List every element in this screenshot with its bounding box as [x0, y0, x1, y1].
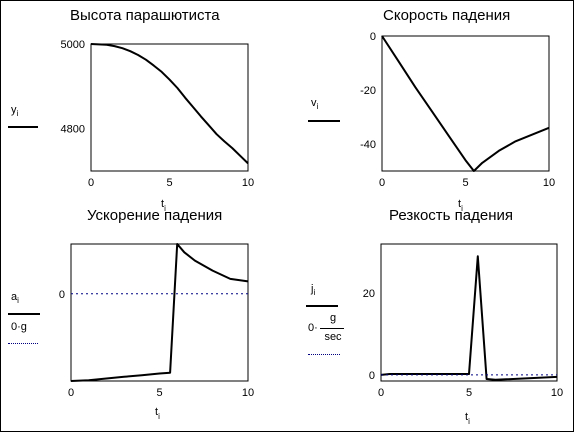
legend-line-zero-g: [8, 343, 38, 344]
plot-area-1: [381, 35, 550, 172]
chart-title-acceleration: Ускорение падения: [87, 207, 223, 224]
legend-frac-den: sec: [324, 331, 342, 343]
x-tick-label-1-2: 10: [543, 177, 555, 189]
y-tick-label-1-1: -20: [360, 85, 376, 97]
x-tick-label-0-2: 10: [242, 177, 254, 189]
legend-line-zero-g-sec: [308, 354, 340, 355]
series-line-2-0: [70, 243, 249, 382]
legend-label-v: vi: [311, 97, 319, 112]
legend-line-a: [8, 313, 40, 315]
chart-title-velocity: Скорость падения: [383, 7, 511, 24]
legend-label-zero-g-sec: 0·: [308, 322, 318, 334]
x-tick-label-1-1: 5: [462, 177, 468, 189]
legend-frac-num: g: [329, 312, 337, 324]
x-tick-label-3-0: 0: [378, 387, 384, 399]
plot-area-3: [380, 243, 558, 382]
y-tick-label-2-0: 0: [59, 289, 65, 301]
legend-label-zero-g: 0·g: [11, 321, 27, 333]
chart-title-height: Высота парашютиста: [70, 7, 220, 24]
plot-area-2: [70, 243, 249, 382]
series-line-0-0: [90, 43, 249, 165]
legend-line-j: [306, 305, 338, 307]
x-axis-label-2: ti: [155, 406, 160, 421]
series-line-1-0: [381, 35, 550, 172]
x-tick-label-0-1: 5: [166, 177, 172, 189]
y-tick-label-1-0: 0: [370, 31, 376, 43]
x-tick-label-2-1: 5: [156, 387, 162, 399]
x-axis-label-1: ti: [458, 198, 463, 213]
legend-label-a: ai: [11, 291, 19, 306]
x-tick-label-1-0: 0: [379, 177, 385, 189]
y-tick-label-0-0: 5000: [61, 39, 85, 51]
legend-frac-bar: [320, 328, 344, 329]
legend-label-y: yi: [11, 104, 19, 119]
chart-title-jerk: Резкость падения: [389, 207, 514, 224]
legend-label-j: ji: [311, 283, 316, 298]
y-tick-label-3-1: 0: [369, 370, 375, 382]
legend-line-v: [308, 120, 340, 122]
y-tick-label-1-2: -40: [360, 139, 376, 151]
series-line-3-0: [380, 255, 558, 381]
y-tick-label-3-0: 20: [363, 288, 375, 300]
x-tick-label-3-1: 5: [466, 387, 472, 399]
x-axis-label-3: ti: [465, 411, 470, 426]
plot-area-0: [90, 43, 249, 172]
x-tick-label-2-0: 0: [68, 387, 74, 399]
x-tick-label-3-2: 10: [551, 387, 563, 399]
x-axis-label-0: ti: [161, 198, 166, 213]
y-tick-label-0-1: 4800: [61, 124, 85, 136]
x-tick-label-0-0: 0: [88, 177, 94, 189]
x-tick-label-2-2: 10: [242, 387, 254, 399]
legend-line-y: [8, 126, 38, 128]
